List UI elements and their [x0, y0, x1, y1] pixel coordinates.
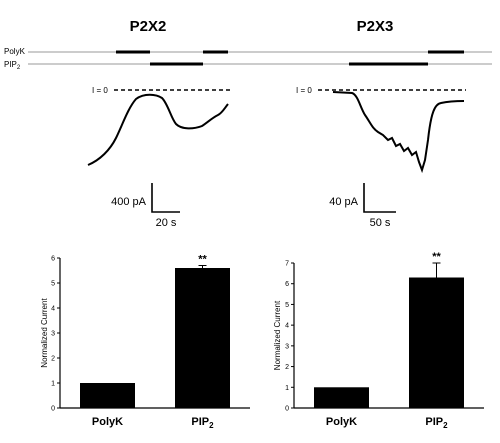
y-tick-label: 1	[51, 381, 55, 388]
y-tick-label: 7	[285, 261, 289, 268]
category-label: PolyK	[326, 416, 357, 428]
category-label-base: PolyK	[92, 416, 123, 428]
current-trace-p2x3	[332, 91, 465, 174]
y-tick-label: 5	[51, 281, 55, 288]
top-section: P2X2 P2X3 PolyK PIP2 I = 0 I = 0 400 pA	[4, 18, 492, 229]
y-tick-label: 4	[51, 306, 55, 313]
row-label-pip2-base: PIP	[4, 60, 17, 69]
y-axis-label: Normalized Current	[273, 300, 282, 370]
y-tick-label: 0	[51, 406, 55, 413]
y-tick-label: 3	[285, 343, 289, 350]
panel-title-p2x3: P2X3	[357, 18, 394, 35]
bar	[80, 383, 135, 408]
y-tick-label: 2	[285, 364, 289, 371]
zero-label-p2x2: I = 0	[92, 86, 108, 95]
significance-mark: **	[198, 254, 207, 266]
y-tick-label: 4	[285, 323, 289, 330]
scale-y-p2x3: 40 pA	[329, 196, 358, 208]
category-label-subscript: 2	[209, 421, 214, 430]
y-tick-label: 2	[51, 356, 55, 363]
category-label: PolyK	[92, 416, 123, 428]
category-label: PIP2	[425, 416, 448, 430]
category-label-base: PolyK	[326, 416, 357, 428]
zero-label-p2x3: I = 0	[296, 86, 312, 95]
y-tick-label: 1	[285, 385, 289, 392]
y-tick-label: 0	[285, 406, 289, 413]
significance-mark: **	[432, 251, 441, 263]
bar	[314, 387, 369, 408]
category-label-base: PIP	[425, 416, 443, 428]
y-axis-label: Normalized Current	[40, 298, 49, 368]
y-tick-label: 3	[51, 331, 55, 338]
scale-bar-p2x2	[151, 183, 180, 213]
bar	[409, 277, 464, 408]
category-label: PIP2	[191, 416, 214, 430]
y-tick-label: 6	[51, 256, 55, 263]
scale-x-p2x3: 50 s	[370, 217, 391, 229]
y-tick-label: 5	[285, 302, 289, 309]
row-label-pip2: PIP2	[4, 60, 21, 71]
category-label-subscript: 2	[443, 421, 448, 430]
scale-x-p2x2: 20 s	[156, 217, 177, 229]
row-label-pip2-sub: 2	[17, 65, 21, 71]
scale-y-p2x2: 400 pA	[111, 196, 147, 208]
current-trace-p2x2	[87, 93, 229, 166]
bar	[175, 268, 230, 408]
y-tick-label: 6	[285, 281, 289, 288]
panel-title-p2x2: P2X2	[130, 18, 167, 35]
scale-bar-p2x3	[363, 183, 396, 213]
category-label-base: PIP	[191, 416, 209, 428]
row-label-polyk: PolyK	[4, 47, 26, 56]
